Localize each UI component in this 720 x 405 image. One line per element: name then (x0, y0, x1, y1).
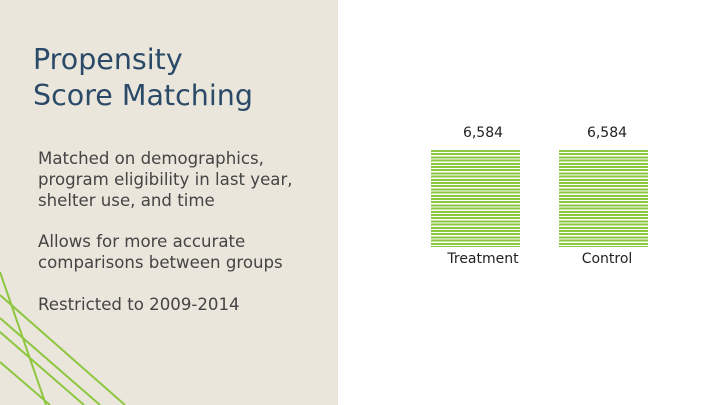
bullet-accurate-comparisons: Allows for more accurate comparisons bet… (38, 231, 328, 273)
left-panel: Propensity Score Matching Matched on dem… (0, 0, 338, 405)
slide-title-line: Propensity (33, 43, 183, 76)
control-count: 6,584 (586, 125, 628, 141)
treatment-people-stack (431, 150, 520, 247)
control-people-stack (559, 150, 648, 247)
slide-title: Propensity Score Matching (33, 42, 323, 114)
bullet-restricted-years: Restricted to 2009-2014 (38, 294, 328, 315)
control-label: Control (581, 251, 633, 267)
bullet-line: Allows for more accurate (38, 232, 246, 251)
bullet-line: program eligibility in last year, (38, 170, 293, 189)
bullet-line: Restricted to 2009-2014 (38, 295, 240, 314)
bullet-line: shelter use, and time (38, 191, 215, 210)
decorative-diagonal-lines (0, 271, 126, 405)
bullet-line: Matched on demographics, (38, 149, 264, 168)
treatment-label: Treatment (447, 251, 519, 267)
bullet-matched-on: Matched on demographics, program eligibi… (38, 148, 328, 211)
bullet-line: comparisons between groups (38, 253, 283, 272)
slide-title-line: Score Matching (33, 79, 253, 112)
treatment-count: 6,584 (462, 125, 504, 141)
